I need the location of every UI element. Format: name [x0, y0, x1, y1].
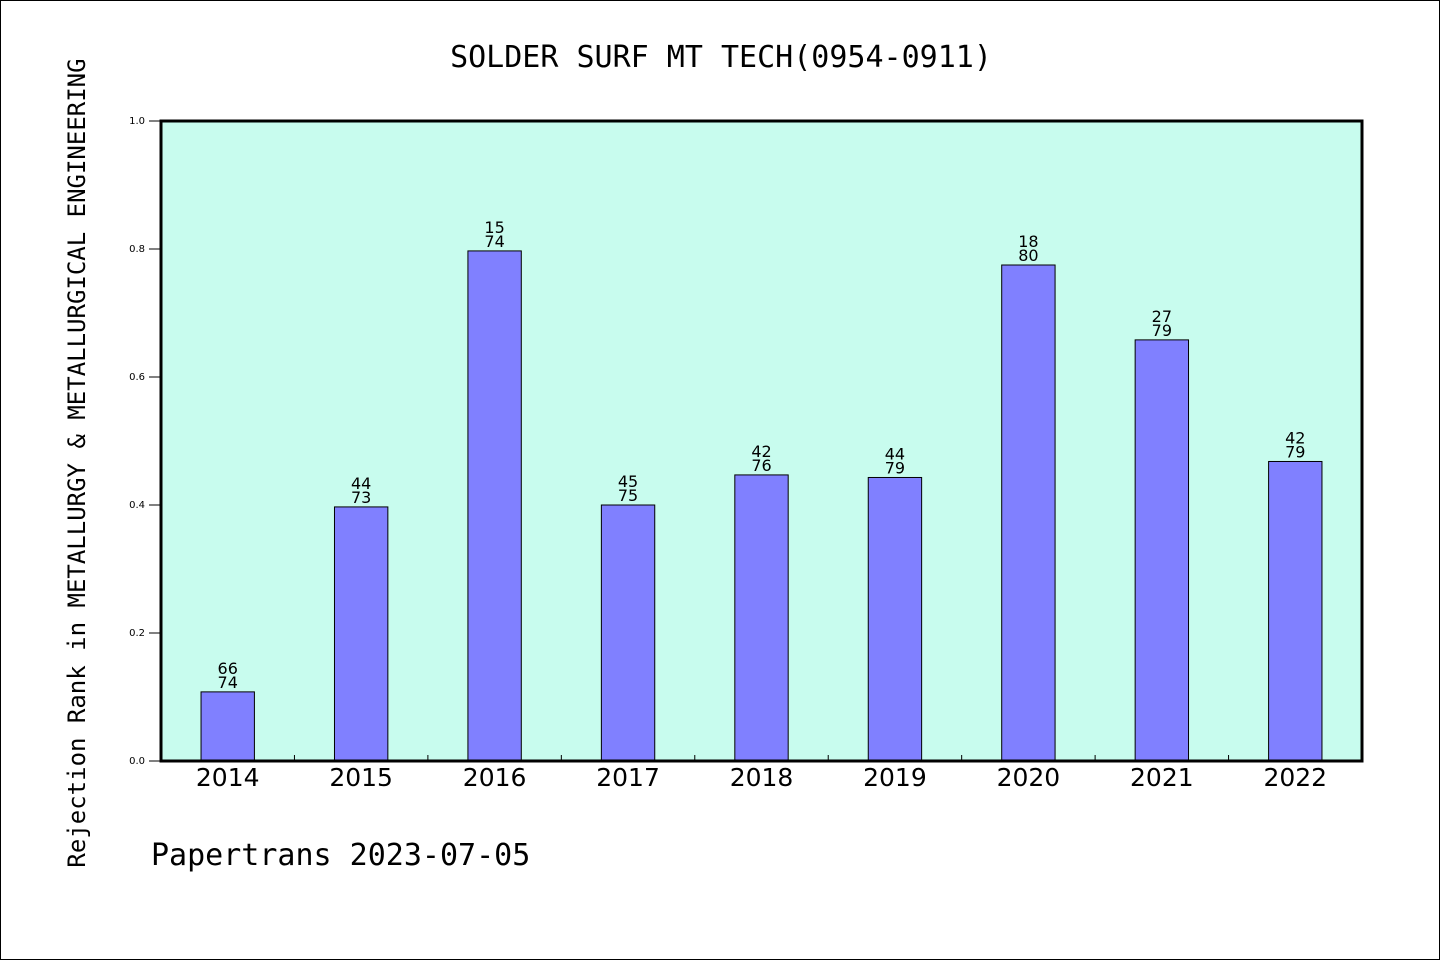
plot-border — [159, 119, 1364, 763]
bar — [467, 250, 522, 762]
bar-label-bottom: 79 — [1285, 442, 1305, 461]
x-tick-label: 2017 — [596, 763, 660, 792]
bar — [1268, 460, 1323, 762]
y-axis: 0.0 0.2 0.4 0.6 0.8 1.0 — [129, 116, 161, 767]
bar — [200, 691, 255, 762]
bar-label-bottom: 74 — [218, 673, 238, 692]
x-axis: 2014 2015 2016 2017 2018 2019 2020 2021 2022 — [196, 755, 1327, 792]
bar-label-bottom: 73 — [351, 488, 371, 507]
x-tick-label: 2018 — [730, 763, 794, 792]
x-tick-label: 2019 — [863, 763, 927, 792]
bar-label-top: 44 — [351, 474, 371, 493]
x-tick-label: 2016 — [463, 763, 527, 792]
y-tick-label: 0.4 — [129, 500, 145, 511]
x-tick-label: 2014 — [196, 763, 260, 792]
bar — [1001, 264, 1056, 762]
y-tick-label: 0.8 — [129, 244, 145, 255]
bar-label-bottom: 75 — [618, 486, 638, 505]
y-axis-label: Rejection Rank in METALLURGY & METALLURG… — [63, 58, 91, 867]
bar — [1134, 339, 1190, 762]
bar-label-top: 44 — [885, 444, 905, 463]
bar-label-bottom: 76 — [751, 456, 771, 475]
x-tick-label: 2021 — [1130, 763, 1194, 792]
bar-label-top: 27 — [1152, 307, 1172, 326]
bar — [867, 476, 923, 762]
bar-label-top: 45 — [618, 472, 638, 491]
y-tick-label: 0.6 — [129, 372, 145, 383]
bar-label-top: 15 — [484, 218, 504, 237]
bar-label-bottom: 79 — [885, 458, 905, 477]
bar — [600, 504, 656, 762]
y-tick-label: 0.2 — [129, 628, 145, 639]
bar — [734, 474, 789, 762]
y-tick-label: 1.0 — [129, 116, 145, 127]
bar-label-top: 42 — [1285, 428, 1305, 447]
bar-label-top: 18 — [1018, 232, 1038, 251]
bar-label-top: 66 — [218, 659, 238, 678]
bar-label-bottom: 74 — [484, 232, 504, 251]
bar-label-top: 42 — [751, 442, 771, 461]
x-tick-label: 2022 — [1263, 763, 1327, 792]
x-tick-label: 2015 — [329, 763, 393, 792]
y-tick-label: 0.0 — [129, 756, 145, 767]
x-tick-label: 2020 — [997, 763, 1061, 792]
bar-label-bottom: 79 — [1152, 321, 1172, 340]
chart-title: SOLDER SURF MT TECH(0954-0911) — [450, 40, 992, 75]
footer-text: Papertrans 2023-07-05 — [151, 838, 530, 873]
bar — [333, 506, 389, 762]
bar-label-bottom: 80 — [1018, 246, 1038, 265]
